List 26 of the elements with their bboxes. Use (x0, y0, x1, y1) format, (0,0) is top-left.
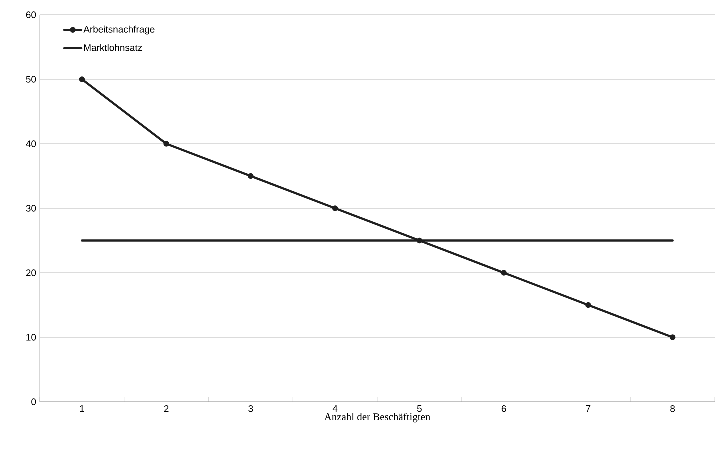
x-tick-label: 3 (248, 406, 254, 412)
x-tick-label: 2 (164, 406, 169, 412)
point (164, 141, 170, 147)
point (248, 173, 254, 180)
x-tick-label: 8 (670, 406, 676, 412)
point (501, 270, 507, 276)
x-tick-label: 7 (586, 406, 591, 412)
x-tick-label: 1 (80, 406, 84, 412)
legend-label: Arbeitsnachfrage (84, 26, 155, 35)
point (79, 76, 86, 82)
x-tick-label: 4 (332, 406, 338, 412)
y-tick-label: 50 (26, 76, 36, 83)
y-tick-label: 0 (32, 398, 36, 406)
legend-label: Marktlohnsatz (84, 44, 142, 52)
point (416, 238, 423, 244)
x-tick-label: 6 (502, 406, 506, 412)
point (332, 206, 338, 212)
point (586, 302, 592, 308)
y-tick-label: 20 (26, 270, 36, 276)
point (670, 334, 676, 340)
y-tick-label: 10 (26, 334, 36, 341)
y-tick-label: 40 (26, 140, 36, 148)
x-axis-title: Anzahl der Beschäftigten (324, 413, 430, 423)
x-tick-label: 5 (417, 406, 422, 412)
y-tick-label: 60 (26, 12, 36, 18)
y-tick-label: 30 (26, 205, 36, 212)
